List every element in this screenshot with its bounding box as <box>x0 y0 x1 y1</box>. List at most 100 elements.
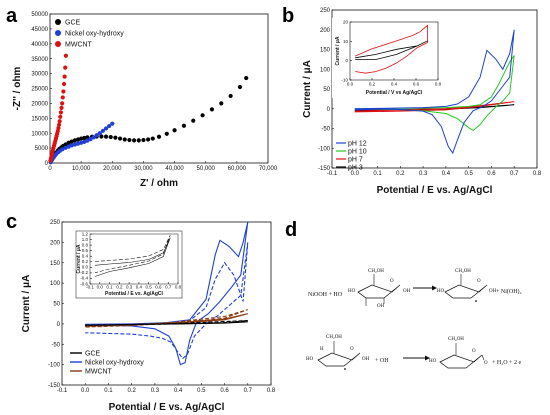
data-point <box>150 136 155 141</box>
inset-background <box>332 18 444 98</box>
glucose1-o-label: O <box>390 279 394 284</box>
x-tick-label: 0.2 <box>116 285 123 290</box>
y-tick-label: 25000 <box>31 87 48 93</box>
y-axis-label: Current / μA <box>335 36 341 65</box>
series-line <box>354 29 515 155</box>
reaction2-oh-text: + OH <box>375 358 389 364</box>
data-point <box>181 123 187 128</box>
y-axis-label: Current / μA <box>302 60 313 118</box>
y-tick-label: -100 <box>48 363 61 369</box>
y-tick-label: 10000 <box>31 131 48 137</box>
inset-background <box>75 230 183 299</box>
legend-marker <box>55 41 61 47</box>
data-point <box>60 101 65 106</box>
chart-a-nyquist: 0 10,000 20,000 30,000 40,000 50,000 60,000 70,… <box>12 12 278 189</box>
lactone-ho-label: HO <box>429 359 437 364</box>
legend-label: pH 3 <box>348 165 363 172</box>
x-tick-label: 0.7 <box>165 285 172 290</box>
data-point <box>58 110 64 115</box>
data-point <box>63 65 68 70</box>
data-point <box>200 113 205 118</box>
x-tick-label: 0.7 <box>244 388 253 394</box>
y-tick-label: 0.0 <box>82 265 89 270</box>
x-tick-label: 0.8 <box>267 388 276 394</box>
glucose3-o-label: O <box>350 347 354 352</box>
data-point <box>91 135 96 140</box>
data-point <box>82 135 87 141</box>
x-tick-label: 0.4 <box>174 388 183 394</box>
data-point <box>100 128 106 133</box>
reaction-scheme: NiOOH + HO CH₂OH HO O OH OH CH₂OH HO O O… <box>306 269 522 370</box>
x-tick-label: 50,000 <box>197 166 216 172</box>
y-tick-label: 0.4 <box>82 253 89 258</box>
data-point <box>191 118 196 123</box>
data-point <box>63 142 68 147</box>
data-point <box>58 114 63 119</box>
glucose2-o-label: O <box>477 279 481 284</box>
inset-series-line <box>94 235 171 274</box>
data-point <box>57 119 62 124</box>
data-point <box>172 128 177 133</box>
data-point <box>56 126 61 131</box>
x-tick-label: 0.6 <box>413 82 420 87</box>
glucose1-oh2-label: OH <box>377 304 385 309</box>
gluconolactone-ring: CH₂OH HO O O <box>429 337 488 369</box>
y-tick-label: 0 <box>345 58 348 63</box>
y-tick-label: -50 <box>321 127 330 133</box>
data-point <box>88 137 93 142</box>
inset-series-line <box>94 237 171 277</box>
data-point <box>228 93 233 99</box>
y-tick-label: 1.2 <box>82 231 89 236</box>
x-tick-label: -0.1 <box>327 171 338 177</box>
x-tick-label: 20,000 <box>103 166 122 172</box>
legend-label: MWCNT <box>65 42 93 49</box>
data-point <box>97 131 102 136</box>
y-tick-label: 0.6 <box>82 248 89 253</box>
x-tick-label: 0.8 <box>533 171 542 177</box>
glucose-ring-2: CH₂OH HO O OH <box>437 269 497 302</box>
legend-label: pH 12 <box>348 141 367 148</box>
x-tick-label: 0.5 <box>146 285 153 290</box>
data-point <box>108 134 113 140</box>
y-tick-label: 0 <box>57 322 61 328</box>
data-point <box>85 135 90 140</box>
y-tick-label: 20000 <box>31 102 48 108</box>
x-tick-label: 0.7 <box>510 171 519 177</box>
y-tick-label: 20 <box>343 20 349 25</box>
y-tick-label: -0.2 <box>80 270 88 275</box>
data-point <box>85 138 90 143</box>
data-point <box>110 121 115 126</box>
y-tick-label: 10 <box>343 39 349 44</box>
data-point <box>131 138 137 143</box>
data-point <box>63 53 68 58</box>
x-tick-label: -0.1 <box>86 285 94 290</box>
x-tick-label: 0.3 <box>419 171 428 177</box>
glucose1-ho-label: HO <box>348 289 356 294</box>
y-tick-label: 100 <box>50 281 61 287</box>
x-tick-label: 0.1 <box>373 171 382 177</box>
series-line <box>85 242 249 360</box>
x-tick-label: 0.5 <box>464 171 473 177</box>
data-point <box>107 123 112 129</box>
x-tick-label: 0.6 <box>220 388 229 394</box>
chart-b-ph-cv: -0.1 0.0 0.1 0.2 0.3 0.4 0.5 0.6 0.7 0.8-150-100-… <box>302 8 542 196</box>
legend-label: MWCNT <box>85 369 113 376</box>
y-tick-label: -0.4 <box>80 276 88 281</box>
data-point <box>62 74 67 79</box>
data-point <box>122 137 127 142</box>
x-tick-label: 0.4 <box>136 285 143 290</box>
x-tick-label: 0.6 <box>487 171 496 177</box>
y-tick-label: 250 <box>320 8 331 14</box>
x-axis-label: Potential / E vs. Ag/AgCl <box>377 185 493 196</box>
plot-frame <box>89 233 179 285</box>
inset-series-line <box>355 24 428 74</box>
x-tick-label: 30,000 <box>134 166 153 172</box>
y-tick-label: 50 <box>53 302 60 308</box>
y-tick-label: 100 <box>320 67 331 73</box>
data-point <box>94 133 99 138</box>
inset-series-line <box>355 40 428 60</box>
x-tick-label: 0.2 <box>396 171 405 177</box>
data-point <box>209 107 215 112</box>
y-tick-label: 40000 <box>31 42 48 48</box>
data-point <box>244 75 249 81</box>
